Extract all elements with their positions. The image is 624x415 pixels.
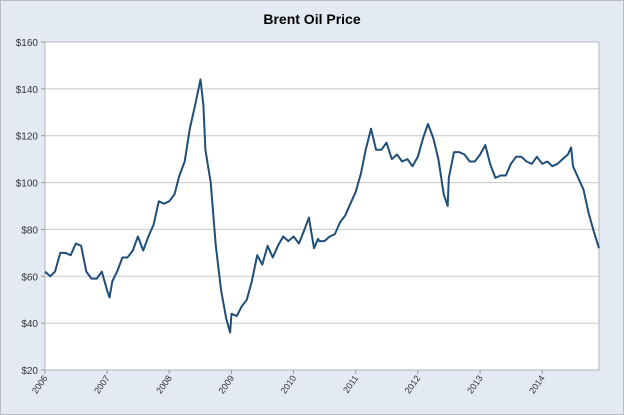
x-tick-label: 2010 xyxy=(279,373,299,395)
y-tick-label: $80 xyxy=(21,225,38,236)
y-tick-label: $20 xyxy=(21,366,38,377)
y-tick-label: $100 xyxy=(16,179,39,190)
plot-area xyxy=(44,41,600,371)
x-tick-label: 2013 xyxy=(465,373,485,395)
y-tick-label: $120 xyxy=(16,132,39,143)
x-tick-label: 2011 xyxy=(341,373,360,395)
x-tick-label: 2014 xyxy=(527,373,547,395)
x-tick-label: 2012 xyxy=(403,373,423,395)
x-tick-label: 2009 xyxy=(216,373,236,395)
x-tick-label: 2007 xyxy=(92,373,112,395)
series-line-brent xyxy=(44,78,600,334)
y-tick-label: $60 xyxy=(21,272,38,283)
y-tick-label: $40 xyxy=(21,319,38,330)
x-tick-label: 2008 xyxy=(154,373,174,395)
y-tick-label: $160 xyxy=(16,38,39,49)
y-tick-label: $140 xyxy=(16,85,39,96)
chart-title: Brent Oil Price xyxy=(263,11,360,27)
